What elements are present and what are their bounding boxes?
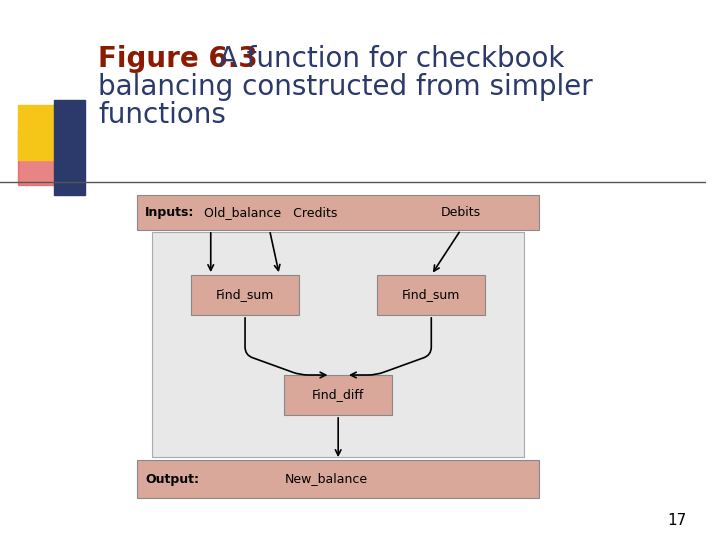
Text: Find_sum: Find_sum [216,288,274,301]
Text: Find_diff: Find_diff [312,388,364,402]
Text: balancing constructed from simpler: balancing constructed from simpler [98,73,593,101]
Bar [18,130,71,185]
Text: A function for checkbook: A function for checkbook [201,45,564,73]
Bar [54,100,85,195]
FancyBboxPatch shape [138,195,539,230]
Text: Inputs:: Inputs: [145,206,194,219]
Bar [18,105,71,160]
FancyBboxPatch shape [152,232,524,457]
Text: Old_balance   Credits: Old_balance Credits [196,206,338,219]
Text: 17: 17 [667,513,686,528]
Text: Figure 6.3: Figure 6.3 [98,45,258,73]
Text: New_balance: New_balance [284,472,367,485]
FancyBboxPatch shape [377,275,485,315]
FancyBboxPatch shape [138,460,539,498]
FancyBboxPatch shape [284,375,392,415]
Text: Output:: Output: [145,472,199,485]
FancyBboxPatch shape [191,275,299,315]
Text: functions: functions [98,101,226,129]
Text: Debits: Debits [441,206,481,219]
Text: Find_sum: Find_sum [402,288,461,301]
